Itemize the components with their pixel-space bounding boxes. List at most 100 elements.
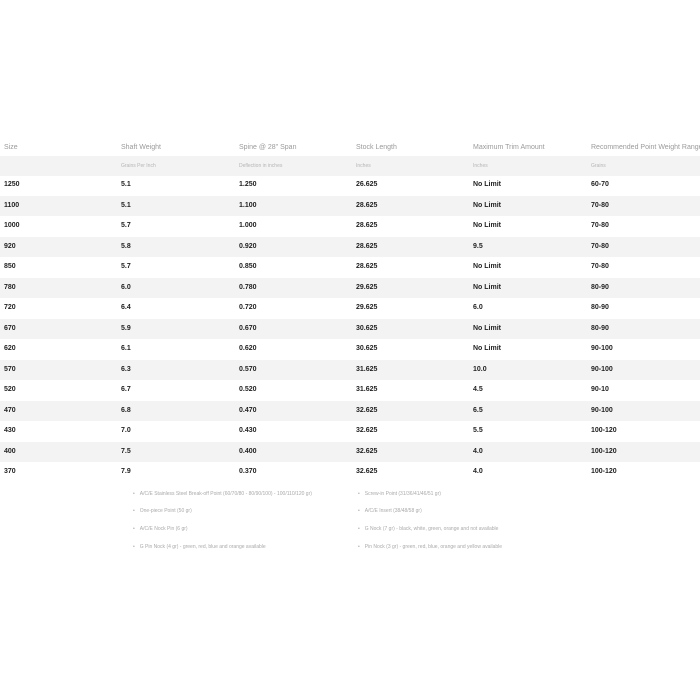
table-cell: 80-90 (591, 283, 609, 291)
table-cell: 32.625 (356, 468, 378, 475)
row-band (0, 236, 700, 257)
table-cell: 6.0 (121, 283, 131, 291)
table-cell: 920 (4, 242, 16, 250)
note-item: One-piece Point (50 gr) (133, 508, 192, 514)
table-cell: 1.100 (239, 201, 257, 209)
table-cell: 0.470 (239, 406, 257, 414)
table-cell: 400 (4, 447, 16, 455)
column-header: Maximum Trim Amount (473, 144, 545, 151)
row-band (0, 277, 700, 298)
table-cell: 570 (4, 365, 16, 373)
table-cell: 90-100 (591, 406, 613, 414)
table-cell: 0.850 (239, 263, 257, 270)
table-cell: 90-100 (591, 365, 613, 373)
table-cell: 7.0 (121, 427, 131, 434)
note-item: Screw-in Point (31/36/41/46/51 gr) (358, 491, 441, 497)
table-cell: 6.7 (121, 386, 131, 393)
table-cell: 670 (4, 324, 16, 332)
table-cell: 29.625 (356, 283, 378, 291)
table-cell: 6.5 (473, 406, 483, 414)
table-cell: 4.0 (473, 468, 483, 475)
table-cell: 5.9 (121, 324, 131, 332)
note-item: A/C/E Insert (38/48/58 gr) (358, 508, 422, 514)
note-item: Pin Nock (3 gr) - green, red, blue, oran… (358, 544, 502, 550)
note-item: A/C/E Nock Pin (6 gr) (133, 526, 188, 532)
table-cell: 0.370 (239, 468, 257, 475)
table-cell: No Limit (473, 181, 501, 188)
table-cell: 60-70 (591, 181, 609, 188)
table-cell: 30.625 (356, 345, 378, 352)
row-band (0, 441, 700, 462)
table-cell: 0.720 (239, 304, 257, 311)
table-cell: 1250 (4, 181, 20, 188)
table-cell: 720 (4, 304, 16, 311)
table-cell: 7.5 (121, 447, 131, 455)
table-cell: 0.620 (239, 345, 257, 352)
table-cell: No Limit (473, 324, 501, 332)
table-cell: 5.5 (473, 427, 483, 434)
row-band (0, 359, 700, 380)
column-unit: Grains Per Inch (121, 163, 156, 169)
column-unit: Inches (473, 163, 488, 169)
row-band (0, 195, 700, 216)
table-cell: 470 (4, 406, 16, 414)
note-item: G Pin Nock (4 gr) - green, red, blue and… (133, 544, 266, 550)
table-cell: 29.625 (356, 304, 378, 311)
table-cell: 520 (4, 386, 16, 393)
table-cell: 5.1 (121, 181, 131, 188)
table-cell: 850 (4, 263, 16, 270)
table-cell: 70-80 (591, 263, 609, 270)
table-cell: 370 (4, 468, 16, 475)
table-cell: 28.625 (356, 222, 378, 229)
table-cell: 28.625 (356, 263, 378, 270)
table-cell: 7.9 (121, 468, 131, 475)
table-cell: 5.7 (121, 263, 131, 270)
table-cell: 100-120 (591, 447, 617, 455)
table-cell: 5.7 (121, 222, 131, 229)
table-cell: 32.625 (356, 406, 378, 414)
table-cell: 30.625 (356, 324, 378, 332)
table-cell: 0.920 (239, 242, 257, 250)
table-cell: 1000 (4, 222, 20, 229)
table-cell: 9.5 (473, 242, 483, 250)
column-header: Size (4, 144, 18, 151)
table-cell: No Limit (473, 222, 501, 229)
table-cell: 80-90 (591, 324, 609, 332)
column-header: Shaft Weight (121, 144, 161, 151)
column-header: Spine @ 28" Span (239, 144, 297, 151)
table-cell: No Limit (473, 345, 501, 352)
table-cell: 32.625 (356, 447, 378, 455)
table-cell: 1.250 (239, 181, 257, 188)
column-header: Stock Length (356, 144, 397, 151)
table-cell: 620 (4, 345, 16, 352)
column-header: Recommended Point Weight Range (591, 144, 700, 151)
table-cell: 1100 (4, 201, 20, 209)
table-cell: 32.625 (356, 427, 378, 434)
table-cell: 0.670 (239, 324, 257, 332)
table-cell: 70-80 (591, 242, 609, 250)
table-cell: No Limit (473, 263, 501, 270)
note-item: G Nock (7 gr) - black, white, green, ora… (358, 526, 499, 532)
table-cell: 6.3 (121, 365, 131, 373)
table-cell: 28.625 (356, 242, 378, 250)
table-cell: 5.1 (121, 201, 131, 209)
column-unit: Grains (591, 163, 606, 169)
table-cell: 0.520 (239, 386, 257, 393)
table-cell: 0.570 (239, 365, 257, 373)
table-cell: 90-100 (591, 345, 613, 352)
table-cell: 4.0 (473, 447, 483, 455)
row-band (0, 318, 700, 339)
table-cell: 6.8 (121, 406, 131, 414)
table-cell: 26.625 (356, 181, 378, 188)
table-cell: 10.0 (473, 365, 487, 373)
table-cell: 1.000 (239, 222, 257, 229)
column-unit: Inches (356, 163, 371, 169)
table-cell: 100-120 (591, 468, 617, 475)
table-cell: 28.625 (356, 201, 378, 209)
table-cell: 0.430 (239, 427, 257, 434)
table-cell: 70-80 (591, 222, 609, 229)
table-cell: 6.0 (473, 304, 483, 311)
table-cell: 6.4 (121, 304, 131, 311)
table-cell: 5.8 (121, 242, 131, 250)
